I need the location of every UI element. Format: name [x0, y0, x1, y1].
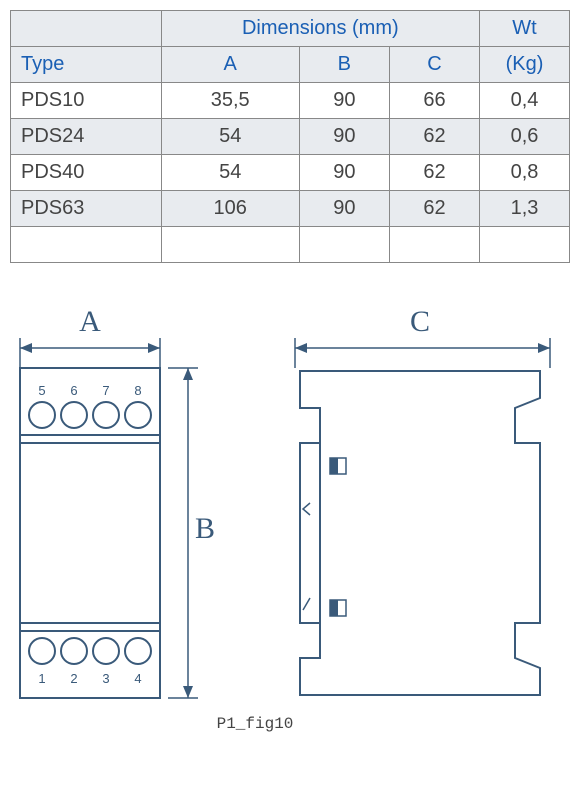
arrow-a-left: [20, 343, 32, 353]
clip-top-fill: [330, 458, 338, 474]
side-notch-bot: [303, 598, 310, 610]
table-row: PDS405490620,8: [11, 155, 570, 191]
figure-caption: P1_fig10: [217, 715, 294, 733]
terminal-label: 5: [38, 383, 45, 398]
terminal-label: 4: [134, 671, 141, 686]
terminal-label: 7: [102, 383, 109, 398]
cell-wt: 1,3: [480, 191, 570, 227]
cell-b: 90: [299, 119, 389, 155]
cell-type: PDS63: [11, 191, 162, 227]
front-outer: [20, 368, 160, 698]
side-notch-top: [303, 503, 310, 515]
cell-b: 90: [299, 155, 389, 191]
table-row: PDS6310690621,3: [11, 191, 570, 227]
col-header-type: Type: [11, 47, 162, 83]
header-weight: Wt: [480, 11, 570, 47]
side-profile: [300, 371, 540, 695]
terminal-label: 8: [134, 383, 141, 398]
col-header-b: B: [299, 47, 389, 83]
arrow-b-top: [183, 368, 193, 380]
cell-type: PDS24: [11, 119, 162, 155]
col-header-c: C: [389, 47, 479, 83]
dim-label-b: B: [195, 512, 215, 545]
dim-label-a: A: [79, 305, 101, 338]
cell-a: 106: [161, 191, 299, 227]
arrow-b-bot: [183, 686, 193, 698]
terminal-label: 6: [70, 383, 77, 398]
cell-type: PDS40: [11, 155, 162, 191]
arrow-c-left: [295, 343, 307, 353]
cell-c: 62: [389, 155, 479, 191]
cell-wt: 0,4: [480, 83, 570, 119]
arrow-a-right: [148, 343, 160, 353]
terminal-circle: [93, 638, 119, 664]
table-row: PDS1035,590660,4: [11, 83, 570, 119]
cell-b: 90: [299, 83, 389, 119]
dimension-diagram: A 5 6 7 8 1 2 3 4 B C P1_fig10: [10, 303, 570, 743]
cell-a: 54: [161, 155, 299, 191]
cell-b: 90: [299, 191, 389, 227]
dimensions-table: Dimensions (mm) Wt Type A B C (Kg) PDS10…: [10, 10, 570, 263]
header-dimensions: Dimensions (mm): [161, 11, 479, 47]
col-header-type-blank: [11, 11, 162, 47]
terminal-circle: [125, 402, 151, 428]
dim-label-c: C: [410, 305, 430, 338]
cell-c: 62: [389, 119, 479, 155]
cell-c: 62: [389, 191, 479, 227]
cell-a: 54: [161, 119, 299, 155]
terminal-circle: [61, 402, 87, 428]
terminal-circle: [125, 638, 151, 664]
cell-a: 35,5: [161, 83, 299, 119]
clip-bot-fill: [330, 600, 338, 616]
arrow-c-right: [538, 343, 550, 353]
terminal-circle: [29, 402, 55, 428]
col-header-a: A: [161, 47, 299, 83]
terminals-top: 5 6 7 8: [29, 383, 151, 428]
terminal-label: 3: [102, 671, 109, 686]
terminal-circle: [93, 402, 119, 428]
terminal-label: 2: [70, 671, 77, 686]
terminals-bottom: 1 2 3 4: [29, 638, 151, 686]
cell-wt: 0,8: [480, 155, 570, 191]
cell-type: PDS10: [11, 83, 162, 119]
terminal-circle: [61, 638, 87, 664]
cell-c: 66: [389, 83, 479, 119]
table-row: PDS245490620,6: [11, 119, 570, 155]
col-header-wt: (Kg): [480, 47, 570, 83]
terminal-circle: [29, 638, 55, 664]
cell-wt: 0,6: [480, 119, 570, 155]
terminal-label: 1: [38, 671, 45, 686]
